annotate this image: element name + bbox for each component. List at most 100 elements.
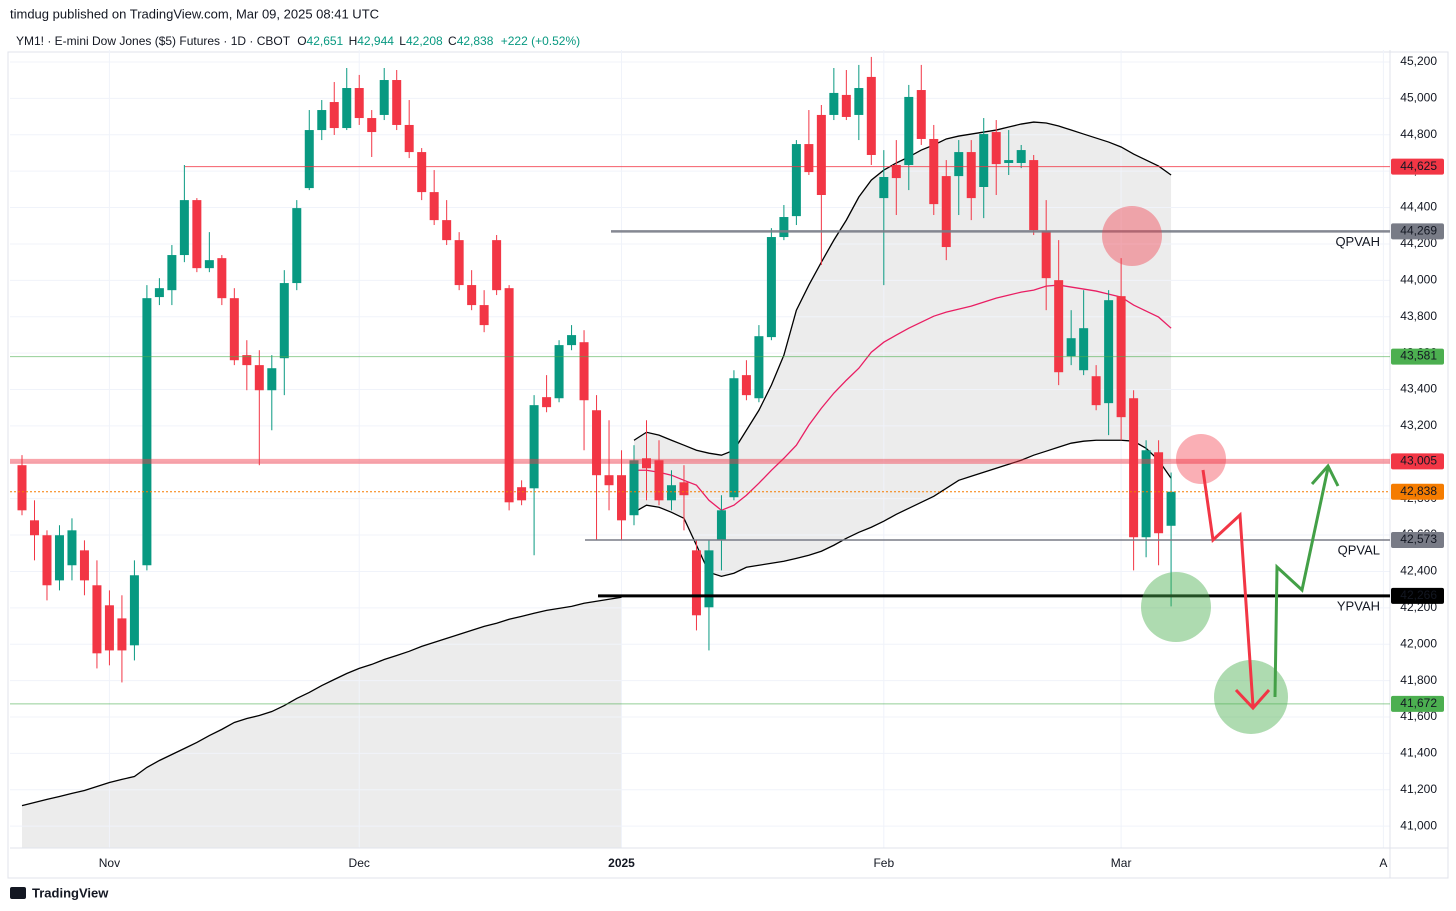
candle-body: [804, 144, 814, 173]
candle-body: [54, 535, 64, 581]
annotations: [1102, 206, 1340, 734]
candle-body: [217, 258, 227, 299]
arrow-head: [1234, 688, 1271, 711]
candle-body: [766, 237, 776, 338]
candle-body: [1066, 338, 1076, 357]
area-fill: [22, 597, 622, 848]
price-label-box: [1391, 531, 1444, 548]
indicator-line: [634, 284, 1172, 512]
x-tick-label: A: [1379, 856, 1387, 870]
support-circle: [1141, 572, 1211, 642]
price-label: 43,005: [1400, 454, 1437, 468]
y-tick-label: 43,400: [1400, 382, 1437, 396]
ohlc-key: H: [349, 34, 358, 48]
down-arrow: [1201, 469, 1255, 707]
y-tick-label: 41,000: [1400, 818, 1437, 832]
candle-body: [517, 487, 527, 501]
candle-body: [1004, 160, 1014, 163]
candle-body: [429, 192, 439, 221]
candle-body: [1079, 328, 1089, 371]
candle-body: [916, 90, 926, 139]
candle-body: [392, 80, 402, 125]
candle-body: [17, 465, 27, 511]
candle-body: [129, 575, 139, 646]
candle-body: [529, 405, 539, 489]
chart-frame: [7, 51, 1449, 879]
price-label: 44,625: [1400, 159, 1437, 173]
price-label-box: [1391, 587, 1444, 604]
candle-body: [604, 475, 614, 486]
y-tick-label: 42,400: [1400, 564, 1437, 578]
candle-body: [679, 482, 689, 496]
candle-layer: [17, 56, 1176, 683]
y-tick-label: 42,000: [1400, 636, 1437, 650]
price-label: 42,573: [1400, 532, 1437, 546]
candle-body: [204, 260, 214, 269]
y-tick-label: 41,400: [1400, 746, 1437, 760]
ohlc-value: 42,651: [307, 34, 344, 48]
up-arrow: [1273, 467, 1330, 698]
x-tick-label: Nov: [99, 856, 120, 870]
indicator-line: [21, 596, 622, 807]
candle-body: [979, 134, 989, 188]
candle-body: [317, 110, 327, 131]
candle-body: [879, 176, 889, 199]
candle-body: [1091, 376, 1101, 406]
y-tick-label: 45,000: [1400, 91, 1437, 105]
candle-body: [791, 144, 801, 217]
candle-body: [117, 618, 127, 651]
level-name: QPVAH: [1335, 234, 1380, 249]
candle-body: [741, 375, 751, 396]
y-tick-label: 44,000: [1400, 273, 1437, 287]
price-label-box: [1391, 348, 1444, 365]
candle-body: [904, 96, 914, 165]
candle-body: [666, 485, 676, 501]
candle-body: [1104, 300, 1114, 404]
band-fill: [634, 122, 1172, 577]
price-label-box: [1391, 158, 1444, 175]
candle-body: [1016, 150, 1026, 163]
candle-body: [504, 288, 514, 503]
y-tick-label: 44,400: [1400, 200, 1437, 214]
candle-body: [1054, 280, 1064, 373]
y-tick-label: 44,200: [1400, 236, 1437, 250]
resistance-circle: [1176, 434, 1226, 484]
ohlc-key: L: [399, 34, 406, 48]
candle-body: [1141, 450, 1151, 538]
candle-body: [104, 605, 114, 651]
price-label-box: [1391, 695, 1444, 712]
candle-body: [991, 132, 1001, 165]
candle-body: [142, 298, 152, 566]
price-label: 41,672: [1400, 696, 1437, 710]
symbol-line: YM1! · E-mini Dow Jones ($5) Futures · 1…: [16, 34, 580, 48]
arrow-head: [1310, 463, 1340, 487]
price-label: 43,581: [1400, 349, 1437, 363]
indicator-line: [633, 121, 1172, 456]
candle-body: [304, 130, 314, 189]
candle-body: [329, 102, 339, 129]
x-tick-label: 2025: [608, 856, 635, 870]
candle-body: [829, 92, 839, 115]
symbol: YM1! · E-mini Dow Jones ($5) Futures · 1…: [16, 34, 291, 48]
candle-body: [929, 138, 939, 205]
candle-body: [167, 255, 177, 291]
candle-body: [67, 530, 77, 566]
y-tick-label: 45,200: [1400, 54, 1437, 68]
candle-body: [242, 355, 252, 366]
candle-body: [654, 460, 664, 501]
candle-body: [379, 80, 389, 115]
candle-body: [592, 410, 602, 476]
price-label-box: [1391, 223, 1444, 240]
candle-body: [292, 208, 302, 284]
y-tick-label: 44,800: [1400, 127, 1437, 141]
candle-body: [704, 550, 714, 608]
back-layer: 41,000 41,200 41,400 41,600 41,800 42,000 42,2…: [10, 50, 1448, 878]
candle-body: [1166, 491, 1176, 526]
candle-body: [79, 550, 89, 581]
candle-body: [179, 200, 189, 256]
candle-body: [404, 124, 414, 153]
candle-body: [954, 152, 964, 177]
candle-body: [841, 94, 851, 117]
